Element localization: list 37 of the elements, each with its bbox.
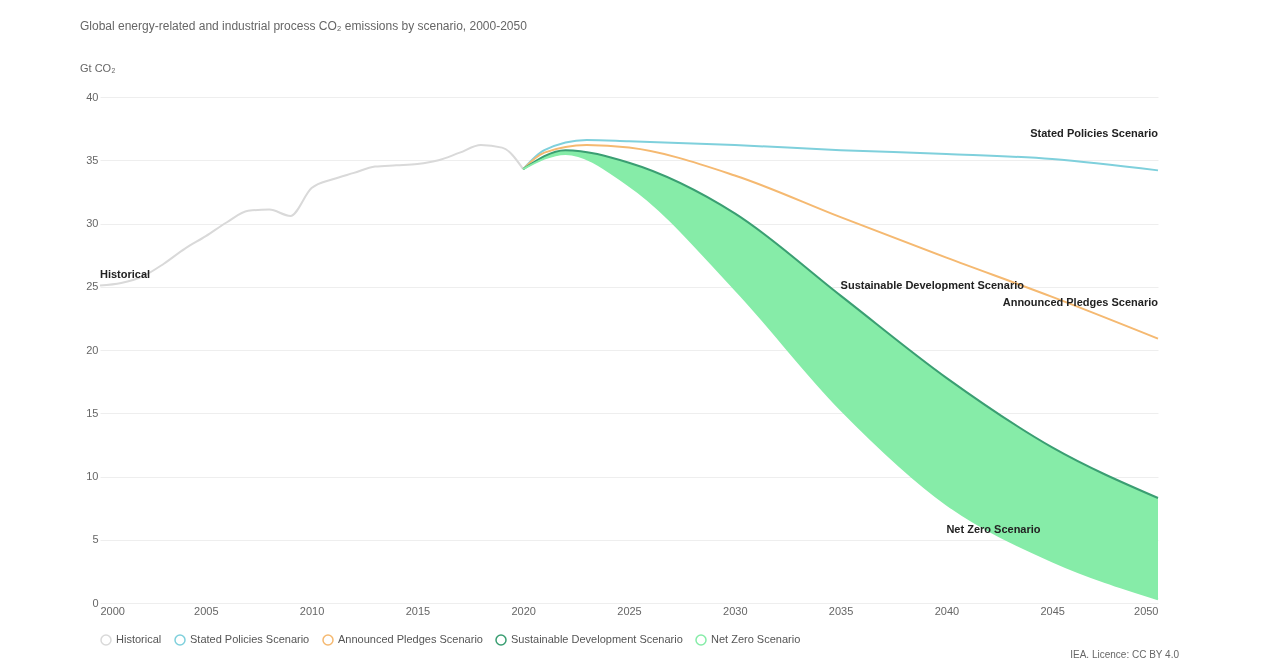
legend-label: Historical: [116, 633, 162, 645]
line-series: [99, 144, 525, 287]
legend-label: Stated Policies Scenario: [190, 633, 310, 645]
legend-label: Sustainable Development Scenario: [511, 633, 683, 645]
y-tick-label: 15: [86, 406, 99, 419]
x-tick-label: 2010: [299, 604, 325, 617]
y-axis-title: Gt CO₂: [80, 62, 116, 74]
text: Announced Pledges Scenario: [1002, 295, 1158, 308]
text: Historical: [100, 268, 151, 281]
y-tick-label: 30: [86, 217, 99, 229]
x-tick-label: 2040: [934, 604, 960, 617]
line-series: [522, 149, 1159, 500]
x-tick-label: 2020: [511, 604, 536, 617]
legend-label: Announced Pledges Scenario: [338, 633, 483, 645]
y-tick-label: 40: [86, 90, 99, 103]
x-tick-label: 2030: [723, 604, 748, 617]
chart-title: Global energy-related and industrial process CO₂ emissions by scenario, 2000-2050: [80, 19, 528, 33]
x-tick-label: 2015: [405, 604, 431, 617]
x-tick-label: 2045: [1040, 604, 1065, 617]
x-tick-label: 2000: [100, 604, 125, 617]
y-tick-label: 10: [86, 470, 99, 482]
legend-label: Net Zero Scenario: [711, 633, 801, 645]
text: Sustainable Development Scenario: [840, 278, 1024, 291]
text: Stated Policies Scenario: [1030, 127, 1158, 140]
y-tick-label: 5: [92, 533, 99, 546]
x-tick-label: 2050: [1134, 604, 1159, 617]
y-tick-label: 25: [86, 280, 99, 293]
text: IEA. Licence: CC BY 4.0: [1070, 649, 1180, 660]
line-series: [522, 139, 1159, 172]
y-tick-label: 35: [86, 153, 99, 166]
y-tick-label: 20: [86, 343, 99, 356]
x-tick-label: 2035: [828, 604, 854, 617]
line-series: [522, 144, 1159, 340]
x-tick-label: 2025: [617, 604, 642, 617]
x-tick-label: 2005: [194, 604, 219, 617]
text: Net Zero Scenario: [946, 523, 1041, 536]
y-tick-label: 0: [92, 596, 99, 609]
